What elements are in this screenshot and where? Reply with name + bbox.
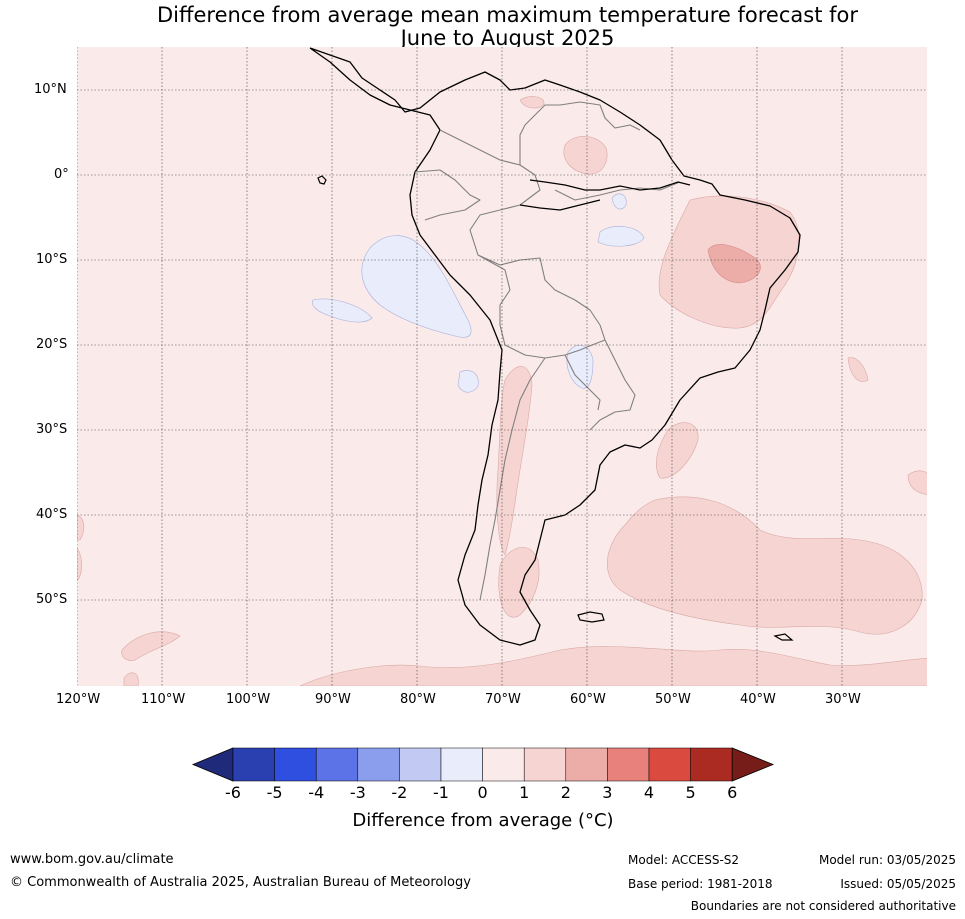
lon-label: 40°W <box>740 692 776 707</box>
colorbar-tick-label: -3 <box>349 783 366 802</box>
cool-anomaly-regions <box>312 193 645 393</box>
colorbar-tick-label: 6 <box>727 783 738 802</box>
colorbar-tick-label: 3 <box>602 783 613 802</box>
graticule <box>77 47 927 686</box>
lon-label: 60°W <box>570 692 606 707</box>
colorbar-tick-label: -4 <box>308 783 325 802</box>
issued-date: Issued: 05/05/2025 <box>840 877 956 891</box>
base-period: Base period: 1981-2018 <box>628 877 773 891</box>
lon-label: 70°W <box>485 692 521 707</box>
hot-anomaly-region <box>707 244 761 284</box>
lon-label: 110°W <box>141 692 186 707</box>
colorbar-tick-label: 5 <box>685 783 696 802</box>
colorbar-title: Difference from average (°C) <box>352 810 614 831</box>
model-name: Model: ACCESS-S2 <box>628 853 740 867</box>
website-url[interactable]: www.bom.gov.au/climate <box>10 852 174 867</box>
lat-label: 20°S <box>36 337 68 352</box>
title-line-2: June to August 2025 <box>400 26 615 50</box>
lat-label: 10°N <box>34 82 67 97</box>
colorbar-tick-label: -6 <box>225 783 241 802</box>
lon-label: 90°W <box>315 692 351 707</box>
model-run-date: Model run: 03/05/2025 <box>818 853 956 867</box>
lon-label: 80°W <box>400 692 436 707</box>
colorbar-tick-label: 2 <box>560 783 571 802</box>
lon-label: 120°W <box>56 692 101 707</box>
islands <box>317 175 794 641</box>
country-boundaries <box>414 101 681 601</box>
colorbar-tick-label: -1 <box>433 783 449 802</box>
boundaries-disclaimer: Boundaries are not considered authoritat… <box>690 899 956 913</box>
lon-label: 50°W <box>655 692 691 707</box>
colorbar-tick-label: 1 <box>519 783 530 802</box>
lat-label: 30°S <box>36 422 68 437</box>
copyright-notice: © Commonwealth of Australia 2025, Austra… <box>10 875 471 890</box>
title-line-1: Difference from average mean maximum tem… <box>157 3 858 27</box>
colorbar-tick-label: 4 <box>643 783 655 802</box>
lon-label: 30°W <box>825 692 861 707</box>
lat-label: 40°S <box>36 507 68 522</box>
lon-label: 100°W <box>226 692 271 707</box>
colorbar-tick-label: 0 <box>477 783 488 802</box>
lat-label: 0° <box>54 167 69 182</box>
rivers <box>519 179 691 211</box>
lat-label: 10°S <box>36 252 68 267</box>
map-title: Difference from average mean maximum tem… <box>0 4 965 50</box>
lat-label: 50°S <box>36 592 68 607</box>
colorbar-tick-label: -5 <box>266 783 283 802</box>
colorbar-tick-label: -2 <box>391 783 408 802</box>
coastline-south-america <box>309 47 801 646</box>
